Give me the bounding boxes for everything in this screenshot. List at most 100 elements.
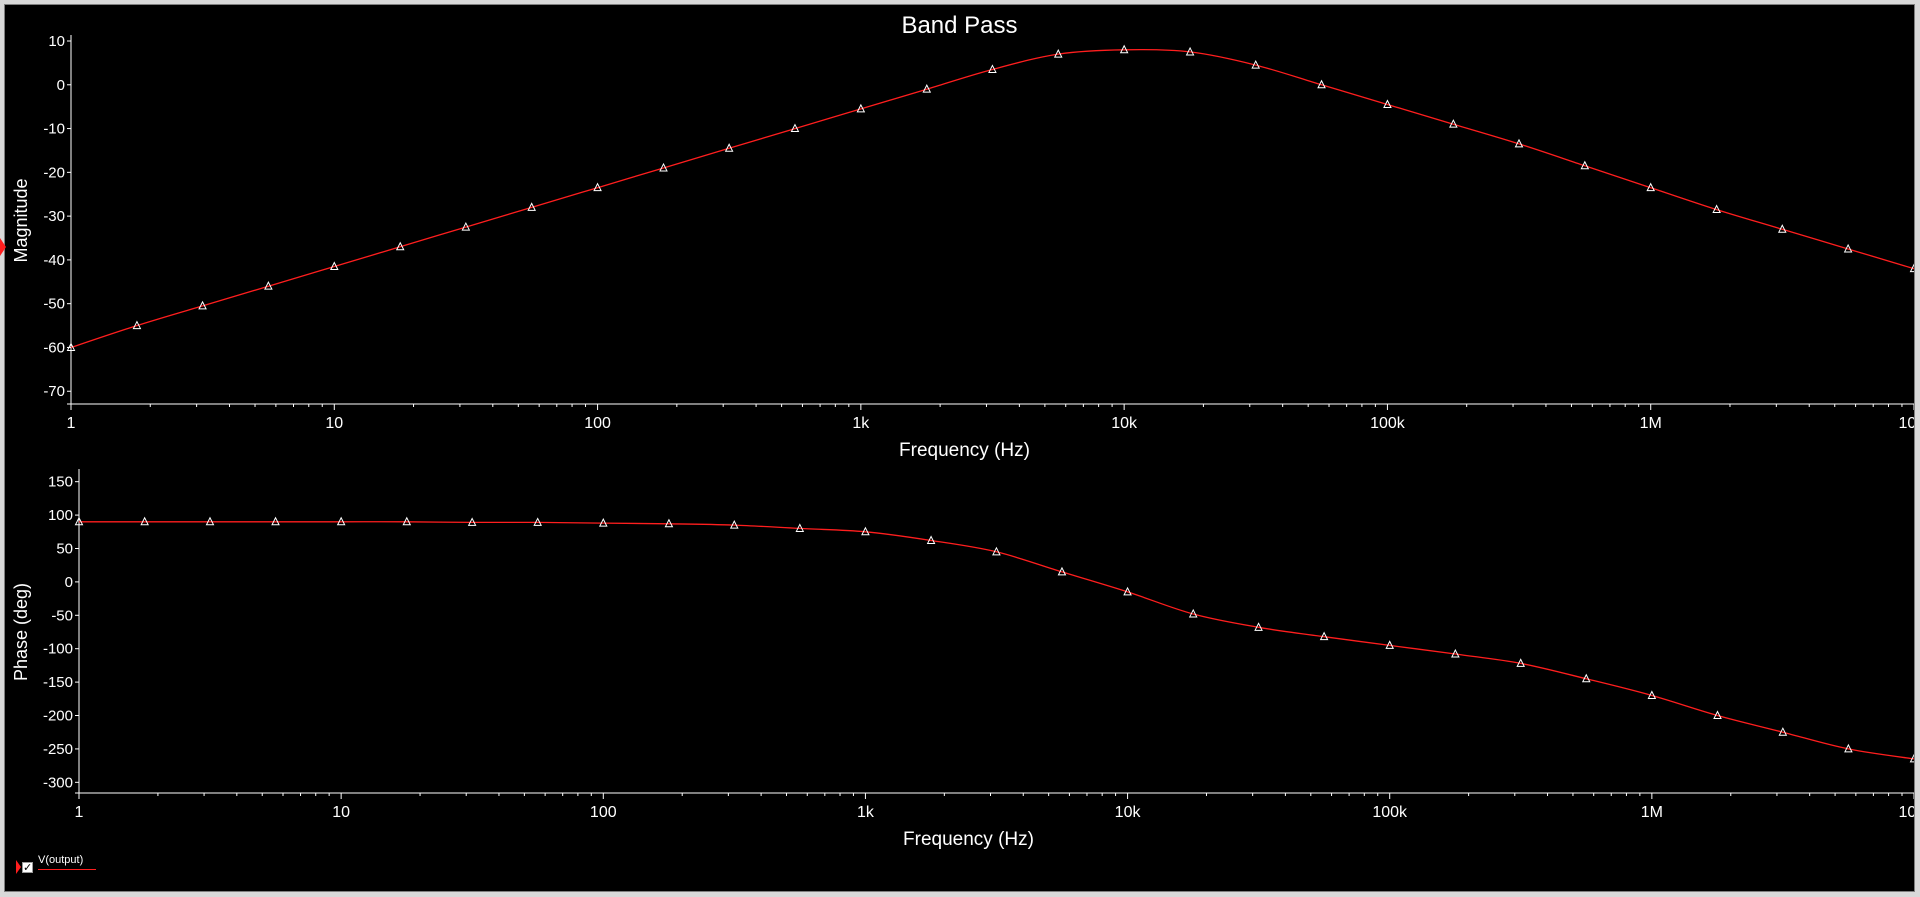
chart1-data-point	[1185, 46, 1195, 56]
chart1-y-tick-label: -70	[43, 383, 65, 400]
chart1-data-point	[1053, 49, 1063, 58]
chart2-data-point	[1647, 690, 1657, 699]
chart1-x-tick-label: 10	[325, 415, 343, 432]
chart1-data-point	[66, 342, 76, 351]
chart1-data-point	[790, 123, 800, 133]
chart2-data-point	[1581, 673, 1591, 683]
chart2-x-tick-label: 10k	[1115, 804, 1142, 821]
chart1-data-point	[1646, 182, 1656, 192]
chart2-data-point	[926, 535, 936, 544]
chart2-data-point	[664, 518, 674, 528]
chart1-data-point	[1251, 59, 1261, 69]
chart2-x-tick-label: 100k	[1372, 804, 1408, 821]
chart1-title: Band Pass	[901, 12, 1017, 39]
chart1-y-tick-label: 10	[48, 33, 65, 50]
chart1-data-point	[461, 221, 471, 231]
legend-label: V(output)	[38, 854, 84, 866]
chart1-data-point	[264, 281, 273, 290]
chart2-x-tick-label: 1M	[1641, 804, 1663, 821]
chart1-data-point	[395, 241, 405, 251]
chart1-data-point	[198, 300, 207, 310]
chart1-data-point	[1843, 243, 1853, 253]
legend: ✓ V(output)	[13, 853, 123, 877]
chart2-data-point	[1319, 631, 1329, 641]
chart1-data-point	[724, 143, 734, 152]
chart2-data-point	[1057, 566, 1067, 576]
chart1-data-point	[1712, 204, 1721, 214]
chart1-y-label: Magnitude	[11, 178, 31, 262]
chart2-data-point	[795, 523, 805, 532]
chart1-x-label: Frequency (Hz)	[899, 440, 1030, 461]
chart2-x-label: Frequency (Hz)	[903, 829, 1034, 850]
chart2-x-tick-label: 1	[75, 804, 84, 821]
chart2-y-tick-label: 50	[56, 540, 73, 557]
chart2-y-tick-label: 100	[48, 507, 73, 524]
chart2-data-point	[861, 526, 870, 536]
chart2-data-point	[533, 517, 542, 526]
chart1-x-tick-label: 10M	[1898, 415, 1914, 432]
plot-area: Band Pass 10 0 -10 -20 -30 -40 -50 -60 -70 1 10 100 1…	[4, 4, 1915, 892]
chart2-y-tick-label: -150	[43, 674, 73, 691]
chart1-data-point	[659, 162, 668, 172]
chart1-data-point	[922, 84, 932, 93]
chart2-data-point	[402, 516, 412, 526]
chart2-y-tick-label: -100	[43, 641, 73, 658]
chart1-x-tick-label: 10k	[1111, 415, 1138, 432]
chart2-y-tick-label: -250	[43, 741, 73, 758]
chart1-y-tick-label: -20	[43, 164, 65, 181]
chart2-data-point	[598, 517, 608, 527]
chart1-data-point	[593, 182, 602, 192]
chart2-data-point	[205, 516, 215, 526]
chart2-x-tick-label: 100	[590, 804, 617, 821]
chart1-data-point	[1449, 119, 1458, 128]
legend-checkbox[interactable]: ✓	[22, 861, 33, 874]
cursor-marker-icon[interactable]	[0, 238, 6, 256]
chart1-y-tick-label: -40	[43, 252, 65, 269]
legend-line-swatch	[38, 869, 96, 870]
chart1-x-tick-label: 100k	[1370, 415, 1406, 432]
chart2-data-point	[140, 516, 149, 526]
chart2-y-tick-label: 0	[65, 574, 73, 591]
chart1-data-point	[1317, 79, 1326, 89]
chart1-data-point	[1383, 99, 1392, 108]
chart2-y-tick-label: -200	[43, 708, 73, 725]
chart2-data-point	[1385, 640, 1395, 649]
chart2-data-point	[992, 546, 1001, 556]
chart2-x-tick-label: 10M	[1898, 804, 1914, 821]
chart2-x-tick-label: 10	[332, 804, 350, 821]
chart2-y-tick-label: -50	[51, 607, 73, 624]
chart1-y-tick-label: -10	[43, 121, 65, 138]
chart1-data-point	[1580, 160, 1590, 170]
chart1-y-tick-label: -30	[43, 208, 65, 225]
chart1-y-tick-label: -60	[43, 339, 65, 356]
chart2-data-point	[1254, 622, 1263, 631]
chart1-data-point	[1514, 138, 1524, 148]
chart2-data-point	[1451, 648, 1460, 658]
chart1-y-tick-label: 0	[57, 77, 65, 94]
chart2-data-point	[1516, 658, 1526, 667]
chart2-y-tick-label: 150	[48, 474, 73, 491]
chart2-data-point	[1188, 608, 1198, 618]
chart2-data-point	[1713, 710, 1722, 720]
chart2-y-label: Phase (deg)	[11, 583, 31, 681]
chart2-data-point	[271, 516, 280, 526]
chart1-data-point	[1777, 224, 1787, 233]
chart2-data-point	[1123, 586, 1132, 596]
chart1-x-tick-label: 100	[584, 415, 611, 432]
chart2-data-point	[1778, 727, 1788, 736]
chart1-data-point	[988, 64, 997, 73]
chart2-data-point	[74, 516, 84, 526]
legend-arrow-icon	[16, 860, 21, 874]
chart1-series-line	[70, 48, 1914, 349]
chart2-data-point	[336, 516, 346, 526]
chart1-data-point	[1119, 44, 1129, 54]
chart1-data-point	[132, 320, 142, 330]
chart1-y-tick-label: -50	[43, 296, 65, 313]
chart1-data-point	[527, 202, 536, 211]
chart1-data-point	[856, 103, 866, 113]
chart2-data-point	[467, 517, 477, 526]
chart1-x-tick-label: 1k	[852, 415, 870, 432]
chart1-x-tick-label: 1M	[1640, 415, 1662, 432]
